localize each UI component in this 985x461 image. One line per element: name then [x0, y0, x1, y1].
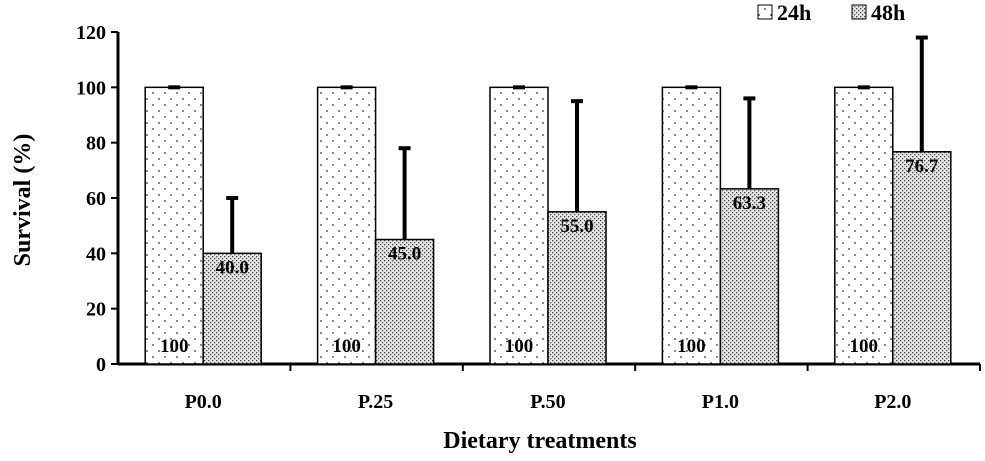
data-label: 55.0: [560, 216, 593, 237]
legend-label-48h: 48h: [871, 0, 905, 25]
x-axis-label: Dietary treatments: [443, 428, 636, 454]
bar-24h: [489, 86, 549, 365]
data-label: 40.0: [216, 257, 249, 278]
data-label: 63.3: [733, 193, 766, 214]
data-label: 100: [332, 336, 361, 357]
bar-48h: [719, 188, 780, 365]
data-label: 100: [160, 336, 189, 357]
y-tick-label: 0: [96, 354, 106, 376]
x-tick-label: P1.0: [702, 391, 739, 413]
y-tick-label: 20: [86, 299, 106, 321]
data-label: 76.7: [905, 156, 939, 177]
x-tick-label: P0.0: [185, 391, 222, 413]
y-tick-label: 100: [76, 77, 106, 99]
data-label: 100: [850, 336, 879, 357]
legend-label-24h: 24h: [777, 0, 811, 25]
data-label: 100: [505, 336, 534, 357]
legend-swatch-24h: [757, 4, 773, 20]
bar-24h: [661, 86, 722, 365]
bar-24h: [834, 86, 894, 365]
x-tick-label: P2.0: [874, 391, 911, 413]
y-tick-label: 40: [86, 243, 106, 265]
bar-48h: [202, 252, 262, 365]
y-axis-label: Survival (%): [10, 134, 36, 267]
y-tick-label: 60: [86, 188, 106, 210]
legend-swatch-48h: [851, 4, 867, 20]
y-tick-label: 80: [86, 133, 106, 155]
x-tick-label: P.50: [530, 391, 565, 413]
legend: 24h 48h: [757, 0, 905, 25]
data-label: 100: [677, 336, 706, 357]
bar-24h: [144, 86, 204, 365]
bar-48h: [892, 151, 952, 365]
y-tick-label: 120: [76, 22, 106, 44]
x-tick-label: P.25: [358, 391, 393, 413]
bar-24h: [316, 86, 377, 365]
data-label: 45.0: [388, 244, 421, 265]
